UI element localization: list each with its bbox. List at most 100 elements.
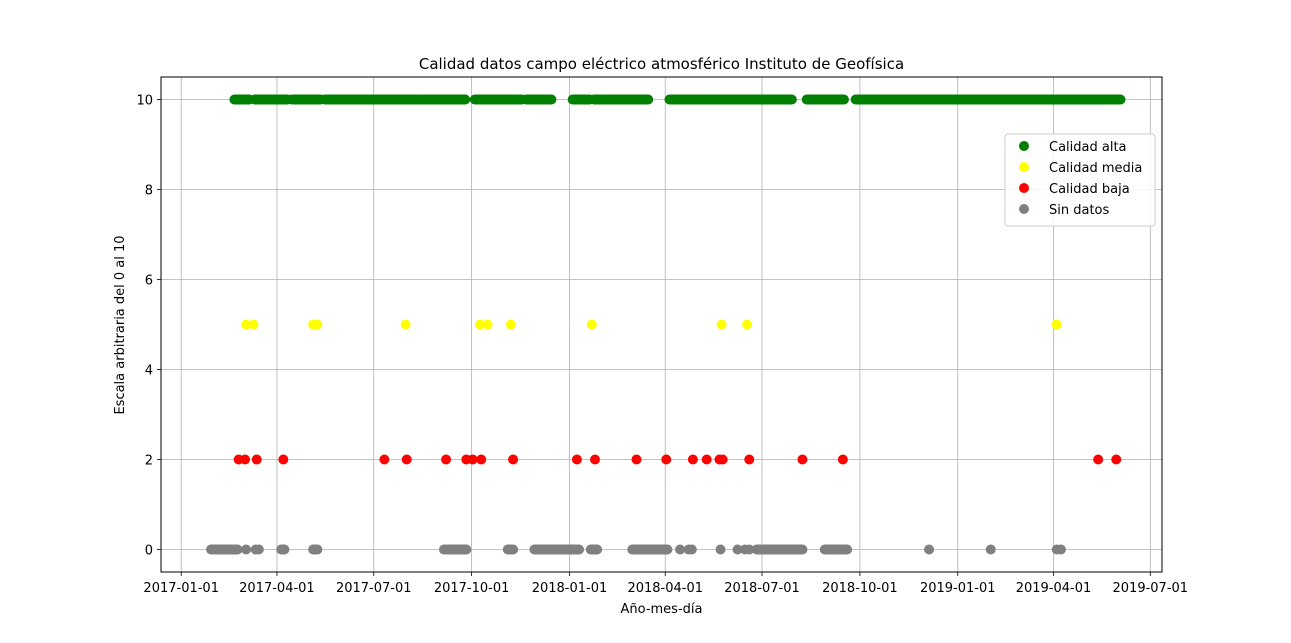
data-point xyxy=(475,319,486,330)
x-tick-label: 2019-04-01 xyxy=(1016,581,1092,596)
data-point xyxy=(401,454,412,465)
legend-marker xyxy=(1019,204,1029,214)
data-point xyxy=(1111,454,1122,465)
data-point xyxy=(786,94,797,105)
x-tick-label: 2017-07-01 xyxy=(336,581,412,596)
legend-marker xyxy=(1019,141,1029,151)
legend-item: Sin datos xyxy=(1019,203,1110,218)
data-point xyxy=(732,544,743,555)
y-tick-label: 8 xyxy=(145,184,153,199)
legend-item: Calidad media xyxy=(1019,161,1142,176)
data-point xyxy=(400,319,411,330)
x-tick-label: 2017-04-01 xyxy=(239,581,315,596)
data-point xyxy=(643,94,654,105)
data-point xyxy=(574,544,585,555)
x-tick-label: 2018-01-01 xyxy=(532,581,608,596)
data-point xyxy=(253,544,264,555)
data-point xyxy=(742,319,753,330)
data-point xyxy=(797,454,808,465)
data-point xyxy=(842,544,853,555)
data-point xyxy=(717,454,728,465)
data-point xyxy=(1093,454,1104,465)
data-point xyxy=(508,454,519,465)
data-point xyxy=(631,454,642,465)
data-point xyxy=(476,454,487,465)
data-point xyxy=(1051,319,1062,330)
data-point xyxy=(467,454,478,465)
data-point xyxy=(505,319,516,330)
y-tick-label: 6 xyxy=(145,274,153,289)
x-tick-label: 2018-07-01 xyxy=(724,581,800,596)
series-sin-datos xyxy=(205,544,1066,555)
x-axis: 2017-01-01 2017-04-01 2017-07-01 2017-10-01… xyxy=(143,572,1188,596)
y-tick-label: 2 xyxy=(145,454,153,469)
legend-label: Sin datos xyxy=(1049,203,1110,218)
data-point xyxy=(241,319,252,330)
data-point xyxy=(744,454,755,465)
data-point xyxy=(837,454,848,465)
series-calidad-alta xyxy=(229,94,1126,105)
data-point xyxy=(661,454,672,465)
data-point xyxy=(279,544,290,555)
data-point xyxy=(744,544,755,555)
legend-box xyxy=(1004,133,1156,227)
y-tick-label: 10 xyxy=(136,94,153,109)
data-point xyxy=(662,544,673,555)
data-point xyxy=(461,544,472,555)
legend-label: Calidad baja xyxy=(1049,182,1130,197)
x-axis-label: Año-mes-día xyxy=(621,602,703,617)
data-point xyxy=(241,544,252,555)
data-point xyxy=(675,544,686,555)
data-point xyxy=(586,319,597,330)
data-point xyxy=(441,454,452,465)
data-point xyxy=(838,94,849,105)
data-point xyxy=(232,544,243,555)
data-point xyxy=(546,94,557,105)
legend-label: Calidad media xyxy=(1049,161,1142,176)
data-point xyxy=(1055,544,1066,555)
series-calidad-baja xyxy=(233,454,1122,465)
x-tick-label: 2018-04-01 xyxy=(627,581,703,596)
x-tick-label: 2017-10-01 xyxy=(434,581,510,596)
chart-title: Calidad datos campo eléctrico atmosféric… xyxy=(419,55,904,73)
data-point xyxy=(797,544,808,555)
legend-item: Calidad baja xyxy=(1019,182,1130,197)
data-point xyxy=(924,544,935,555)
data-point xyxy=(701,454,712,465)
y-axis: 0 2 4 6 8 10 xyxy=(136,94,161,559)
plot-frame xyxy=(160,76,1163,573)
x-tick-label: 2017-01-01 xyxy=(143,581,219,596)
data-points xyxy=(205,94,1126,555)
data-point xyxy=(716,319,727,330)
legend-marker xyxy=(1019,162,1029,172)
legend: Calidad alta Calidad media Calidad baja Sin… xyxy=(1004,133,1156,227)
data-point xyxy=(687,454,698,465)
legend-item: Calidad alta xyxy=(1019,140,1127,155)
data-point xyxy=(251,454,262,465)
data-point xyxy=(240,454,251,465)
data-point xyxy=(312,544,323,555)
data-point xyxy=(590,454,601,465)
data-point xyxy=(278,454,289,465)
data-point xyxy=(482,319,493,330)
data-point xyxy=(985,544,996,555)
y-axis-label: Escala arbitraria del 0 al 10 xyxy=(113,235,128,414)
data-point xyxy=(312,319,323,330)
legend-marker xyxy=(1019,183,1029,193)
data-point xyxy=(571,454,582,465)
x-tick-label: 2019-07-01 xyxy=(1113,581,1189,596)
y-tick-label: 0 xyxy=(145,544,153,559)
data-point xyxy=(460,94,471,105)
data-point xyxy=(715,544,726,555)
data-point xyxy=(379,454,390,465)
x-tick-label: 2019-01-01 xyxy=(920,581,996,596)
legend-label: Calidad alta xyxy=(1049,140,1127,155)
data-point xyxy=(592,544,603,555)
y-tick-label: 4 xyxy=(145,364,153,379)
x-tick-label: 2018-10-01 xyxy=(822,581,898,596)
data-point xyxy=(248,319,259,330)
data-point xyxy=(686,544,697,555)
series-calidad-media xyxy=(241,319,1062,330)
